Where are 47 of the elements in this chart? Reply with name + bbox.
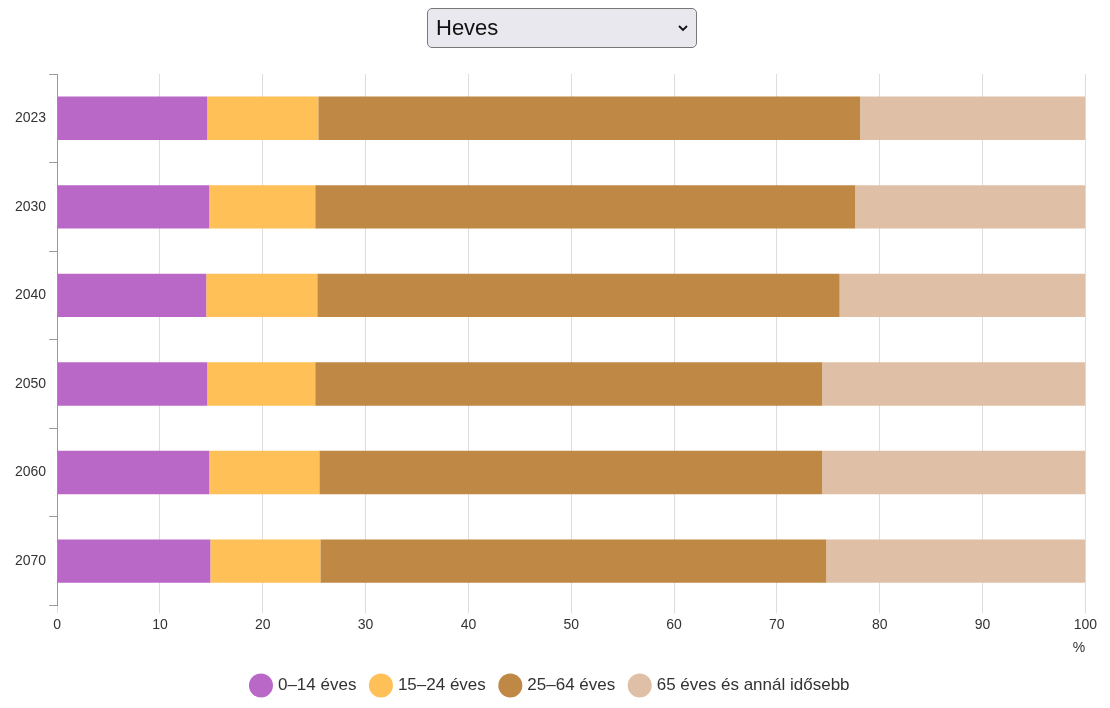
bar — [207, 96, 319, 140]
x-tick-label: 10 — [152, 615, 168, 632]
bar — [318, 96, 861, 140]
x-tick-label: 40 — [460, 615, 477, 632]
y-tick-label: 2030 — [14, 197, 47, 214]
legend-label: 25–64 éves — [527, 675, 616, 695]
legend-label: 15–24 éves — [397, 675, 486, 695]
bar — [210, 539, 321, 583]
bar — [320, 539, 827, 583]
x-tick-label: 70 — [769, 615, 785, 632]
bar — [207, 362, 316, 406]
bar — [860, 96, 1086, 140]
y-tick-label: 2060 — [14, 463, 47, 480]
x-axis-title: % — [1072, 639, 1086, 656]
x-tick-label: 0 — [53, 615, 62, 632]
x-tick-label: 100 — [1073, 615, 1098, 632]
bar — [317, 273, 840, 318]
bar — [315, 362, 823, 406]
bar — [855, 185, 1086, 229]
x-tick-label: 80 — [871, 615, 888, 632]
x-tick-label: 30 — [357, 615, 374, 632]
y-tick-label: 2050 — [14, 374, 47, 391]
bar — [206, 273, 318, 318]
y-tick-label: 2070 — [14, 551, 47, 568]
x-tick-label: 20 — [254, 615, 271, 632]
x-tick-label: 90 — [974, 615, 991, 632]
bar — [57, 273, 207, 318]
bar — [319, 450, 823, 495]
bar — [315, 185, 856, 229]
bar — [57, 450, 210, 495]
bar — [822, 450, 1086, 495]
y-tick-label: 2023 — [14, 109, 47, 126]
bar — [839, 273, 1086, 318]
bar — [57, 185, 210, 229]
x-tick-label: 50 — [563, 615, 580, 632]
bar — [57, 362, 208, 406]
bar — [57, 539, 211, 583]
legend-label: 0–14 éves — [277, 675, 357, 695]
y-tick-label: 2040 — [14, 286, 47, 303]
x-tick-label: 60 — [666, 615, 683, 632]
bar — [209, 185, 316, 229]
bar — [209, 450, 320, 495]
chart-title: Heves — [436, 15, 500, 41]
legend-label: 65 éves és annál idősebb — [656, 675, 850, 695]
bar — [57, 96, 208, 140]
bar — [826, 539, 1086, 583]
bar — [822, 362, 1086, 406]
